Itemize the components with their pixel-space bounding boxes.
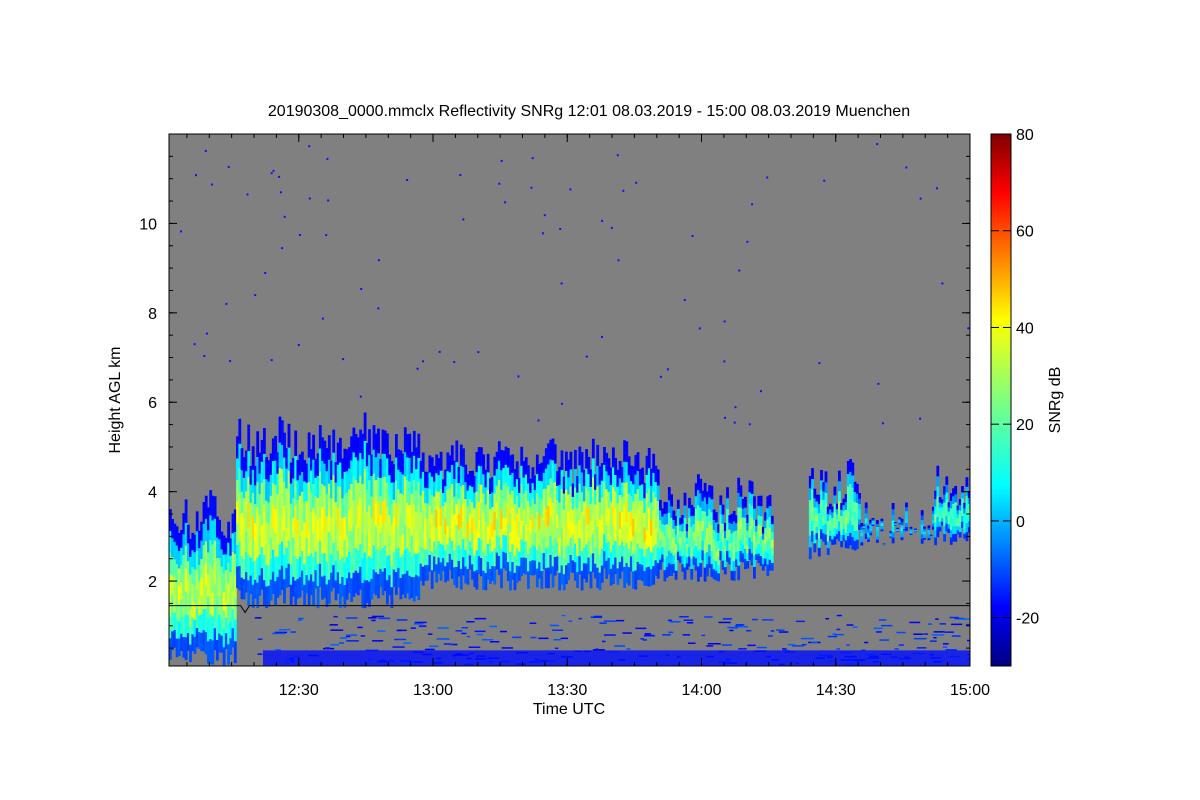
plot-area: 12:30 13:00 13:30 14:00 14:30 15:00 2 4 6 8 10 <box>139 133 990 699</box>
x-tick-label: 14:30 <box>816 682 856 699</box>
y-tick-label: 10 <box>139 216 157 233</box>
cloud-region <box>808 459 859 560</box>
colorbar-tick-label: 20 <box>1016 417 1034 434</box>
cloud-region <box>656 469 774 582</box>
cloud-region <box>934 465 970 546</box>
colorbar-tick-label: 60 <box>1016 224 1034 241</box>
noise-dots <box>180 143 970 426</box>
colorbar-ticks: -20 0 20 40 60 80 <box>991 127 1039 628</box>
colorbar-tick-label: 80 <box>1016 127 1034 144</box>
y-tick-label: 8 <box>148 306 157 323</box>
reflectivity-field <box>169 143 970 666</box>
colorbar-tick-label: 40 <box>1016 320 1034 337</box>
colorbar-label: SNRg dB <box>1047 367 1064 434</box>
y-axis-label: Height AGL km <box>107 346 124 453</box>
plot-frame <box>168 133 971 667</box>
colorbar-gradient <box>990 133 1012 667</box>
x-tick-label: 13:30 <box>547 682 587 699</box>
cloud-region <box>419 438 658 591</box>
x-tick-label: 13:00 <box>413 682 453 699</box>
y-tick-label: 4 <box>148 485 157 502</box>
boundary-line <box>169 605 970 614</box>
y-tick-label: 6 <box>148 395 157 412</box>
colorbar-tick-label: 0 <box>1016 514 1025 531</box>
y-tick-label: 2 <box>148 574 157 591</box>
x-tick-label: 14:00 <box>681 682 721 699</box>
colorbar-tick-label: -20 <box>1016 611 1039 628</box>
x-tick-label: 12:30 <box>279 682 319 699</box>
chart-title: 20190308_0000.mmclx Reflectivity SNRg 12… <box>268 103 910 120</box>
cloud-region <box>236 412 421 609</box>
ground-clutter <box>254 614 970 666</box>
cloud-region <box>169 490 237 666</box>
cloud-region <box>858 493 935 546</box>
x-axis-label: Time UTC <box>533 701 605 718</box>
colorbar: -20 0 20 40 60 80 SNRg dB <box>990 127 1064 667</box>
x-tick-label: 15:00 <box>950 682 990 699</box>
axis-ticks: 12:30 13:00 13:30 14:00 14:30 15:00 2 4 6 8 10 <box>139 134 990 699</box>
